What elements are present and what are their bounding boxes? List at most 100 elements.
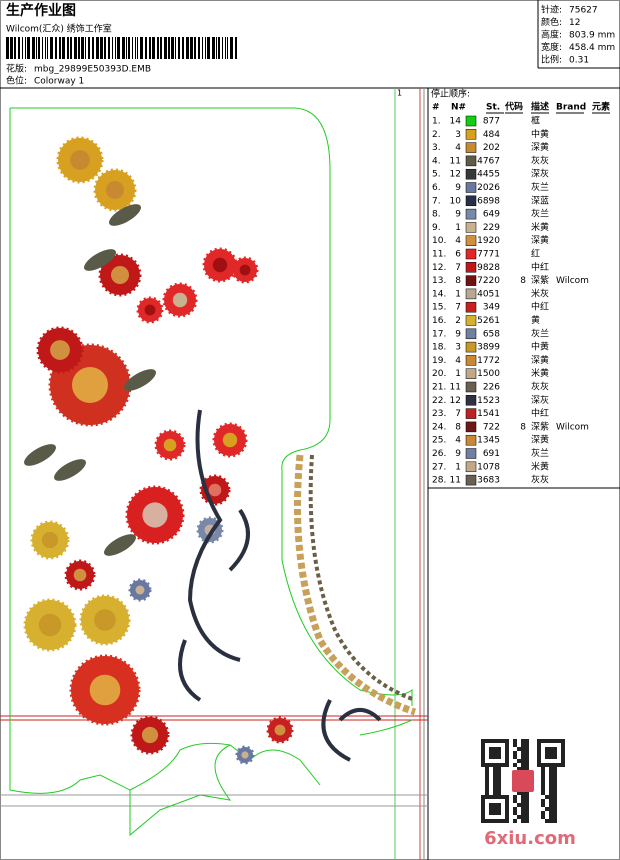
qr-module: [521, 743, 525, 747]
qr-module: [561, 755, 565, 759]
qr-module: [549, 807, 553, 811]
center: [41, 531, 59, 549]
qr-module: [505, 747, 509, 751]
needle: 3: [455, 130, 461, 140]
bar: [27, 37, 30, 59]
row-index: 19.: [432, 356, 446, 366]
description: 米黄: [531, 367, 549, 379]
qr-module: [521, 795, 525, 799]
bar: [230, 37, 233, 59]
swatch: [465, 155, 477, 167]
qr-module: [525, 791, 529, 795]
needle: 11: [450, 476, 461, 486]
qr-module: [481, 743, 485, 747]
qr-module: [541, 739, 545, 743]
qr-module: [485, 779, 489, 783]
qr-module: [505, 763, 509, 767]
bar: [126, 37, 127, 59]
qr-module: [481, 799, 485, 803]
description: 深黄: [531, 234, 549, 246]
qr-module: [497, 803, 501, 807]
qr-module: [505, 751, 509, 755]
stitches: 4051: [477, 289, 500, 299]
needle: 7: [455, 303, 461, 313]
stitches: 4455: [477, 170, 500, 180]
qr-module: [497, 747, 501, 751]
description: 中红: [531, 301, 549, 313]
qr-module: [557, 739, 561, 743]
needle: 7: [455, 263, 461, 273]
brand: Wilcom: [556, 276, 589, 286]
row-index: 15.: [432, 303, 446, 313]
stat-label: 针迹:: [541, 4, 562, 16]
qr-module: [521, 751, 525, 755]
bar: [59, 37, 61, 59]
stat-value: 75627: [569, 6, 598, 16]
bar: [74, 37, 77, 59]
qr-module: [513, 751, 517, 755]
bar: [25, 37, 26, 59]
needle: 8: [455, 422, 461, 432]
qr-module: [493, 763, 497, 767]
center: [274, 724, 286, 736]
stat-label: 颜色:: [541, 16, 562, 28]
needle: 10: [450, 196, 462, 206]
needle: 6: [455, 250, 461, 260]
stitches: 877: [483, 117, 500, 127]
qr-module: [545, 819, 549, 823]
bar: [168, 37, 170, 59]
center: [73, 568, 87, 582]
stitches: 1920: [477, 236, 500, 246]
stitches: 484: [483, 130, 500, 140]
center: [163, 438, 177, 452]
description: 深黄: [531, 354, 549, 366]
description: 深黄: [531, 141, 549, 153]
qr-module: [493, 811, 497, 815]
swatch: [465, 341, 477, 353]
qr-module: [545, 747, 549, 751]
qr-module: [537, 743, 541, 747]
qr-module: [549, 799, 553, 803]
qr-module: [553, 775, 557, 779]
qr-module: [525, 747, 529, 751]
qr-module: [489, 747, 493, 751]
stitches: 202: [483, 143, 500, 153]
stitches: 3683: [477, 476, 500, 486]
swatch: [465, 408, 477, 419]
bar: [88, 37, 90, 59]
column-header: Brand: [556, 103, 586, 113]
qr-module: [537, 747, 541, 751]
swatch: [465, 182, 477, 193]
center: [144, 304, 156, 316]
bar: [157, 37, 159, 59]
center: [141, 726, 159, 744]
row-index: 1.: [432, 117, 441, 127]
qr-module: [481, 739, 485, 743]
bar: [122, 37, 125, 59]
qr-module: [537, 759, 541, 763]
qr-module: [549, 747, 553, 751]
needle: 1: [455, 462, 461, 472]
qr-module: [553, 783, 557, 787]
qr-module: [505, 739, 509, 743]
swatch: [465, 262, 477, 273]
bar: [137, 37, 138, 59]
stitches: 2026: [477, 183, 500, 193]
description: 灰兰: [531, 327, 549, 339]
swatch: [465, 168, 477, 180]
row-index: 27.: [432, 462, 446, 472]
qr-module: [537, 763, 541, 767]
qr-module: [513, 795, 517, 799]
qr-module: [493, 787, 497, 791]
qr-module: [493, 807, 497, 811]
bar: [38, 37, 40, 59]
qr-module: [489, 819, 493, 823]
qr-module: [489, 755, 493, 759]
description: 米黄: [531, 221, 549, 233]
center: [111, 266, 129, 284]
stitches: 229: [483, 223, 500, 233]
qr-module: [553, 795, 557, 799]
qr-module: [493, 747, 497, 751]
qr-module: [553, 803, 557, 807]
